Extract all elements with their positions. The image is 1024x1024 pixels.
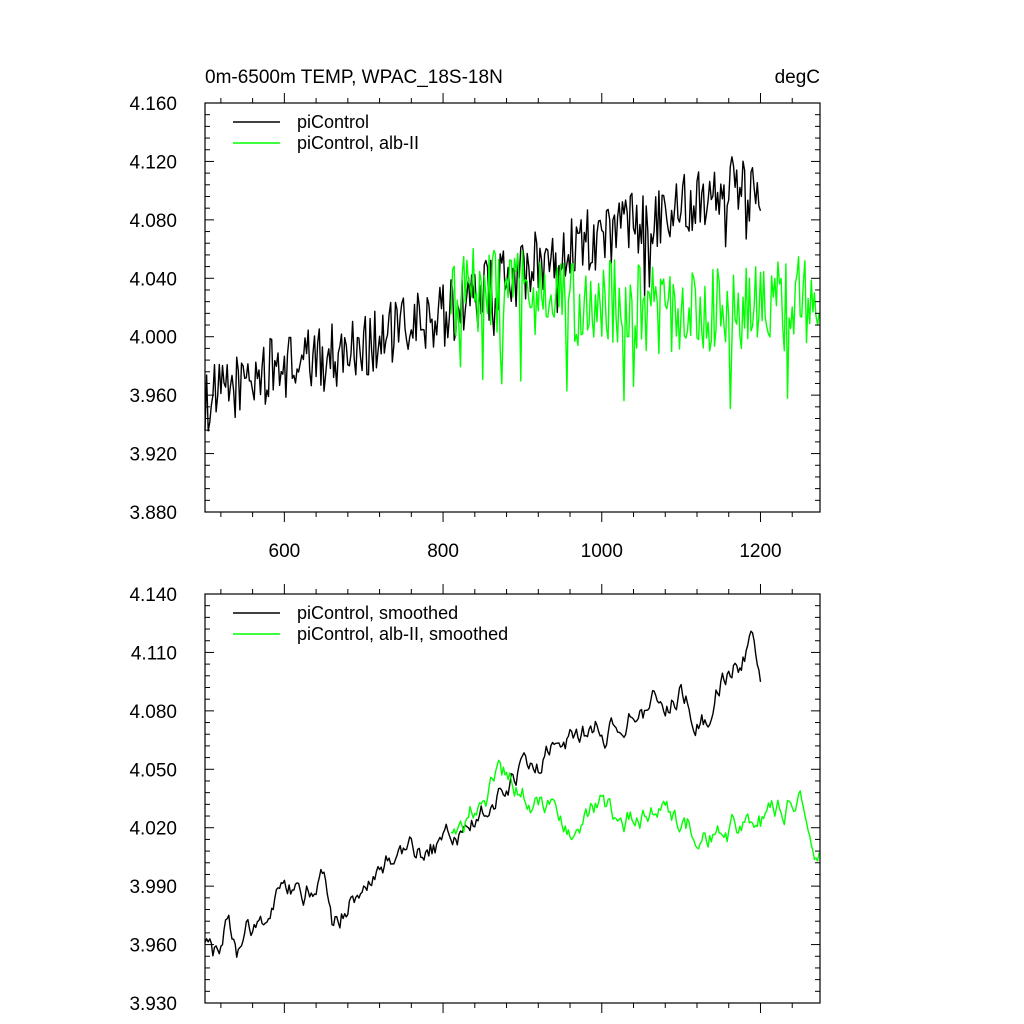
- panel1: 3.880 3.920 3.960 4.000 4.040 4.080 4.120 4.160…: [129, 93, 821, 562]
- y-tick-label: 4.050: [129, 760, 177, 781]
- plot-frame: [204, 593, 821, 1004]
- y-tick-label: 4.080: [129, 702, 177, 723]
- series-line-picontrol-alb-ii: [450, 247, 820, 410]
- series-line-picontrol-alb-ii: [450, 759, 820, 862]
- y-tick-label: 4.140: [129, 585, 177, 606]
- panel1-units: degC: [775, 67, 820, 88]
- x-tick-label: 600: [269, 541, 301, 562]
- panel1-title: 0m-6500m TEMP, WPAC_18S-18N: [205, 67, 503, 88]
- y-tick-label: 3.960: [129, 386, 177, 407]
- series-line-picontrol: [204, 630, 762, 958]
- x-tick-label: 1000: [581, 541, 623, 562]
- y-tick-label: 4.160: [129, 94, 177, 115]
- y-tick-label: 3.920: [129, 445, 177, 466]
- y-tick-label: 4.120: [129, 152, 177, 173]
- y-tick-label: 4.040: [129, 269, 177, 290]
- legend-label: piControl: [297, 112, 369, 132]
- y-tick-label: 4.000: [129, 328, 177, 349]
- y-tick-label: 3.960: [129, 936, 177, 957]
- legend-label: piControl, alb-II: [297, 133, 419, 153]
- y-tick-label: 3.990: [129, 877, 177, 898]
- plot-frame: [204, 102, 821, 513]
- x-tick-label: 800: [427, 541, 459, 562]
- x-tick-label: 1200: [739, 541, 781, 562]
- y-tick-label: 3.880: [129, 503, 177, 524]
- y-tick-label: 4.080: [129, 211, 177, 232]
- legend-label: piControl, smoothed: [297, 603, 458, 623]
- y-tick-label: 4.110: [131, 643, 177, 664]
- legend-label: piControl, alb-II, smoothed: [297, 624, 508, 644]
- y-tick-label: 4.020: [129, 819, 177, 840]
- y-tick-label: 3.930: [129, 994, 177, 1015]
- series-line-picontrol: [204, 156, 762, 432]
- panel2: 3.930 3.960 3.990 4.020 4.050 4.080 4.110 4.140…: [129, 584, 821, 1015]
